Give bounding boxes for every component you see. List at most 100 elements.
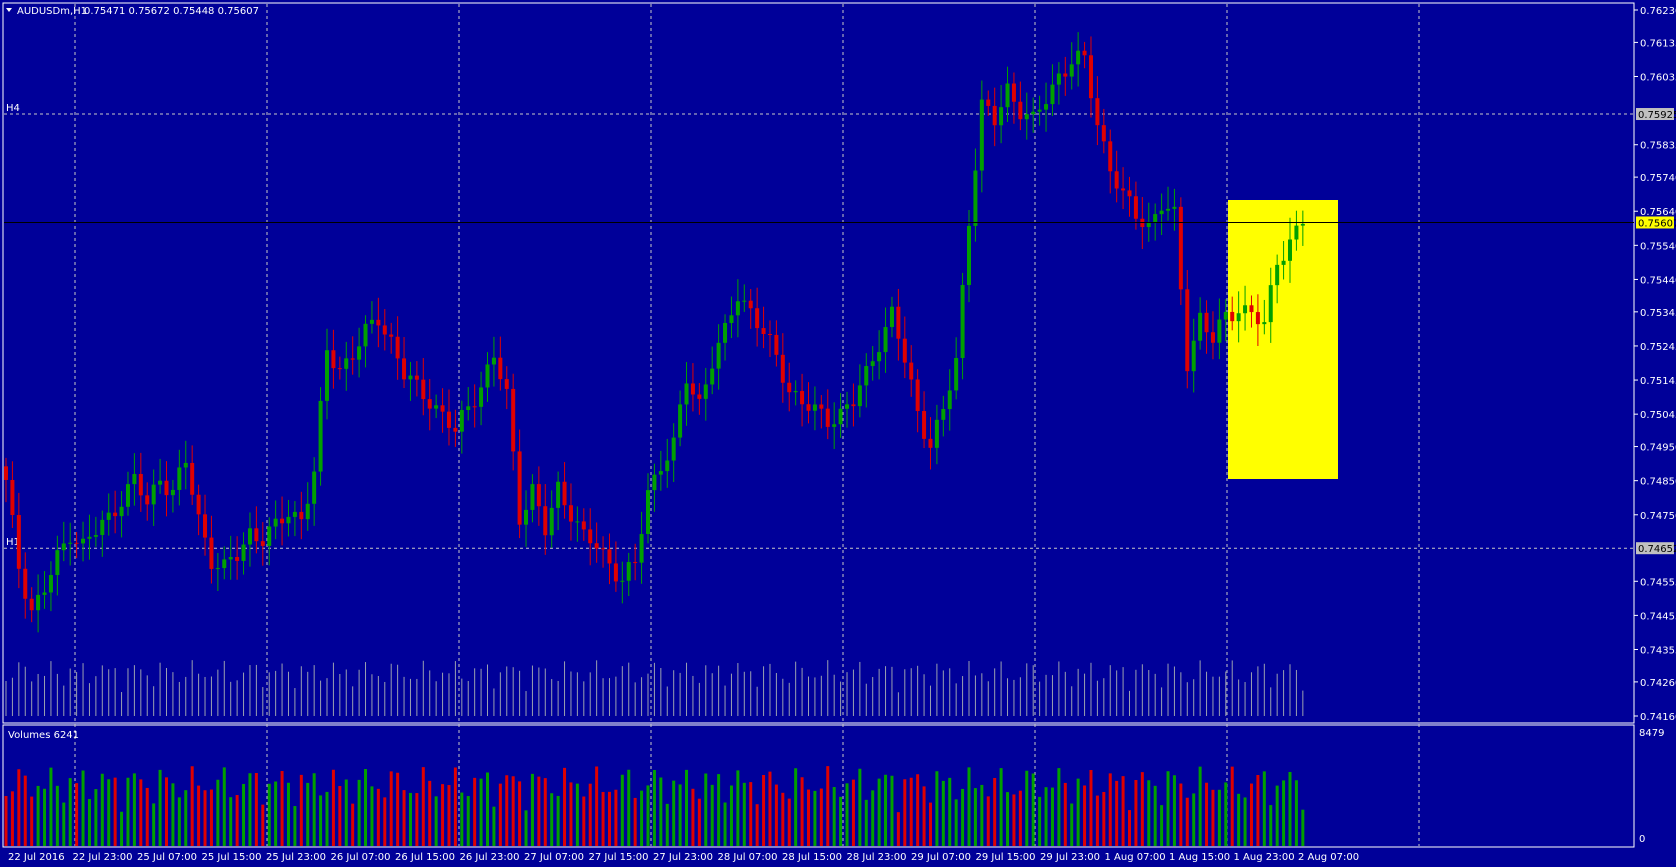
candle-body (504, 379, 509, 389)
y-tick-label: 0.75345 (1640, 308, 1676, 319)
x-tick-label: 26 Jul 23:00 (460, 852, 520, 863)
candle-body (267, 526, 272, 546)
candle-body (787, 382, 792, 393)
candle-body (1011, 83, 1016, 102)
candle-body (235, 557, 240, 561)
candle-body (1268, 285, 1273, 323)
candle-body (350, 358, 355, 360)
volume-panel-title: Volumes 6241 (8, 730, 79, 741)
candle-body (594, 543, 599, 549)
y-tick-label: 0.76035 (1640, 73, 1676, 84)
candle-body (877, 352, 882, 362)
candle-body (1166, 208, 1171, 211)
x-tick-label: 29 Jul 07:00 (911, 852, 971, 863)
x-tick-label: 22 Jul 23:00 (73, 852, 133, 863)
candle-body (331, 350, 336, 369)
candle-body (530, 484, 535, 510)
candle-body (87, 536, 92, 539)
candle-body (1236, 313, 1241, 322)
level-price-tag (1636, 542, 1674, 555)
candle-body (363, 323, 368, 347)
candle-body (1076, 50, 1081, 65)
x-tick-label: 28 Jul 23:00 (847, 852, 907, 863)
candle-body (408, 375, 413, 380)
candle-body (164, 480, 169, 496)
candle-body (902, 338, 907, 363)
candle-body (23, 568, 28, 599)
candle-body (106, 512, 111, 520)
candle-body (1210, 332, 1215, 343)
candle-body (1044, 104, 1049, 110)
candle-body (215, 568, 220, 570)
candle-body (1185, 289, 1190, 372)
candle-body (440, 405, 445, 412)
candle-body (601, 548, 606, 550)
candle-body (973, 170, 978, 226)
candles (4, 32, 1305, 716)
candle-body (260, 541, 265, 546)
current-price-label: 0.75607 (1638, 218, 1676, 229)
candle-body (357, 346, 362, 360)
candle-body (793, 391, 798, 393)
candle-body (1159, 210, 1164, 215)
candle-body (36, 594, 41, 611)
candle-body (999, 107, 1004, 126)
candle-body (684, 383, 689, 405)
candle-body (626, 562, 631, 581)
candle-body (312, 471, 317, 504)
x-tick-label: 28 Jul 07:00 (718, 852, 778, 863)
collapse-triangle-icon[interactable] (6, 8, 12, 12)
candle-body (748, 300, 753, 309)
x-tick-label: 1 Aug 07:00 (1105, 852, 1166, 863)
candle-body (954, 357, 959, 391)
grid-lines (74, 4, 1420, 846)
candle-body (556, 481, 561, 508)
candle-body (767, 334, 772, 336)
y-tick-label: 0.74555 (1640, 577, 1676, 588)
candle-body (543, 506, 548, 536)
x-tick-label: 26 Jul 15:00 (395, 852, 455, 863)
x-tick-label: 27 Jul 15:00 (589, 852, 649, 863)
candle-body (568, 505, 573, 522)
candle-body (883, 327, 888, 353)
candle-body (639, 534, 644, 563)
candle-body (222, 559, 227, 569)
candle-body (1031, 111, 1036, 115)
candle-body (466, 406, 471, 411)
level-price-label: 0.74652 (1638, 544, 1676, 555)
candle-body (723, 322, 728, 343)
candle-body (1249, 305, 1254, 313)
candle-body (138, 473, 143, 496)
x-tick-label: 27 Jul 07:00 (524, 852, 584, 863)
x-tick-label: 28 Jul 15:00 (782, 852, 842, 863)
candle-body (93, 535, 98, 537)
candle-body (286, 516, 291, 524)
candle-body (280, 518, 285, 524)
candle-body (646, 490, 650, 535)
candle-body (402, 358, 407, 380)
candle-body (517, 451, 522, 525)
candle-body (74, 542, 79, 544)
volume-pane-frame (2, 724, 1635, 848)
highlight-rect (1228, 200, 1338, 479)
candle-body (909, 362, 914, 380)
candle-body (716, 342, 721, 369)
candle-body (671, 437, 676, 461)
candle-body (1153, 214, 1158, 223)
candle-body (1095, 98, 1100, 126)
candle-body (1050, 84, 1055, 105)
candle-body (607, 549, 612, 564)
candle-body (376, 319, 381, 326)
y-tick-label: 0.76135 (1640, 38, 1676, 49)
candle-body (395, 336, 400, 359)
candle-body (55, 550, 60, 576)
candle-body (1101, 125, 1106, 142)
candle-body (845, 404, 850, 409)
candle-body (729, 315, 734, 323)
candle-body (1294, 225, 1299, 240)
candle-body (710, 368, 715, 385)
